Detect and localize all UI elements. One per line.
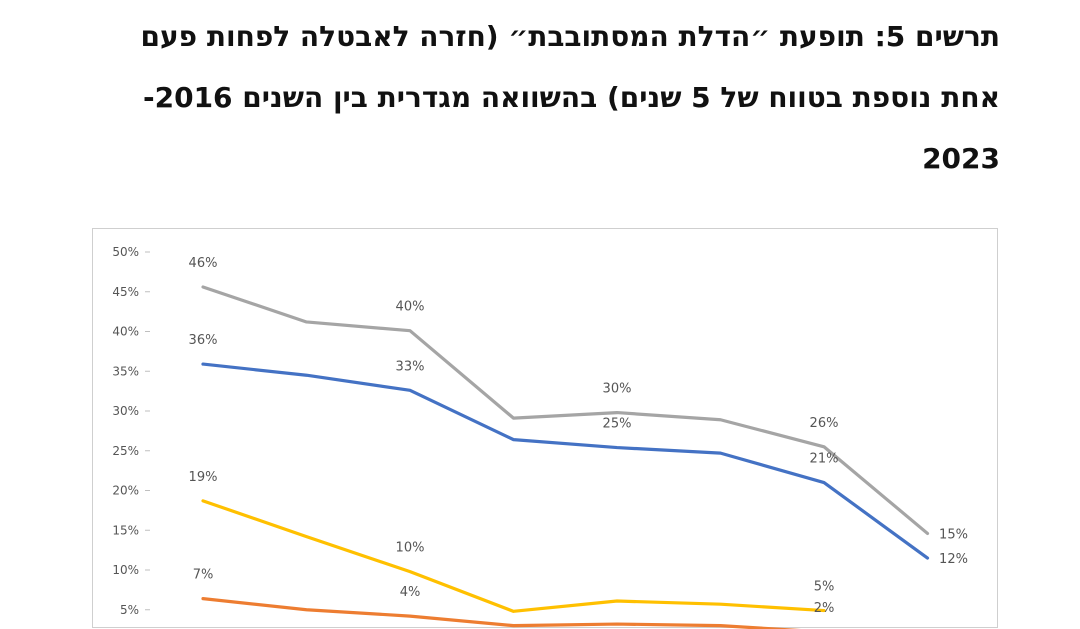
caption-line-3: 2023 (922, 142, 1000, 175)
y-tick-label: 50% (112, 245, 139, 259)
line-chart: 0%5%10%15%20%25%30%35%40%45%50%46%40%30%… (112, 245, 968, 629)
chart-area: 0%5%10%15%20%25%30%35%40%45%50%46%40%30%… (92, 228, 998, 629)
data-label: 30% (603, 382, 632, 397)
caption-line-2: אחת נוספת בטווח של 5 שנים) בהשוואה מגדרי… (142, 81, 1000, 114)
y-tick-label: 45% (112, 285, 139, 299)
series-line (201, 362, 930, 560)
data-label: 5% (814, 580, 835, 595)
series-line (201, 285, 930, 536)
data-label: 36% (189, 333, 218, 348)
y-tick-label: 5% (120, 603, 139, 617)
series-line (201, 499, 826, 613)
data-label: 12% (939, 552, 968, 567)
y-tick-label: 10% (112, 563, 139, 577)
data-label: 40% (396, 300, 425, 315)
caption-line-1: תרשים 5: תופעת ״הדלת המסתובבת״ (חזרה לאב… (140, 20, 1000, 53)
data-label: 2% (814, 601, 835, 616)
y-tick-label: 30% (112, 404, 139, 418)
data-label: 26% (810, 416, 839, 431)
y-tick-label: 15% (112, 523, 139, 537)
y-tick-label: 25% (112, 444, 139, 458)
chart-caption: תרשים 5: תופעת ״הדלת המסתובבת״ (חזרה לאב… (60, 6, 1000, 189)
y-tick-label: 35% (112, 364, 139, 378)
data-label: 7% (193, 568, 214, 583)
data-label: 15% (939, 527, 968, 542)
data-label: 25% (603, 417, 632, 432)
series-line (201, 597, 802, 629)
data-label: 4% (400, 585, 421, 600)
data-label: 33% (396, 359, 425, 374)
data-label: 46% (189, 256, 218, 271)
data-label: 21% (810, 452, 839, 467)
y-tick-label: 40% (112, 325, 139, 339)
data-label: 19% (189, 470, 218, 485)
y-tick-label: 20% (112, 484, 139, 498)
data-label: 10% (396, 541, 425, 556)
